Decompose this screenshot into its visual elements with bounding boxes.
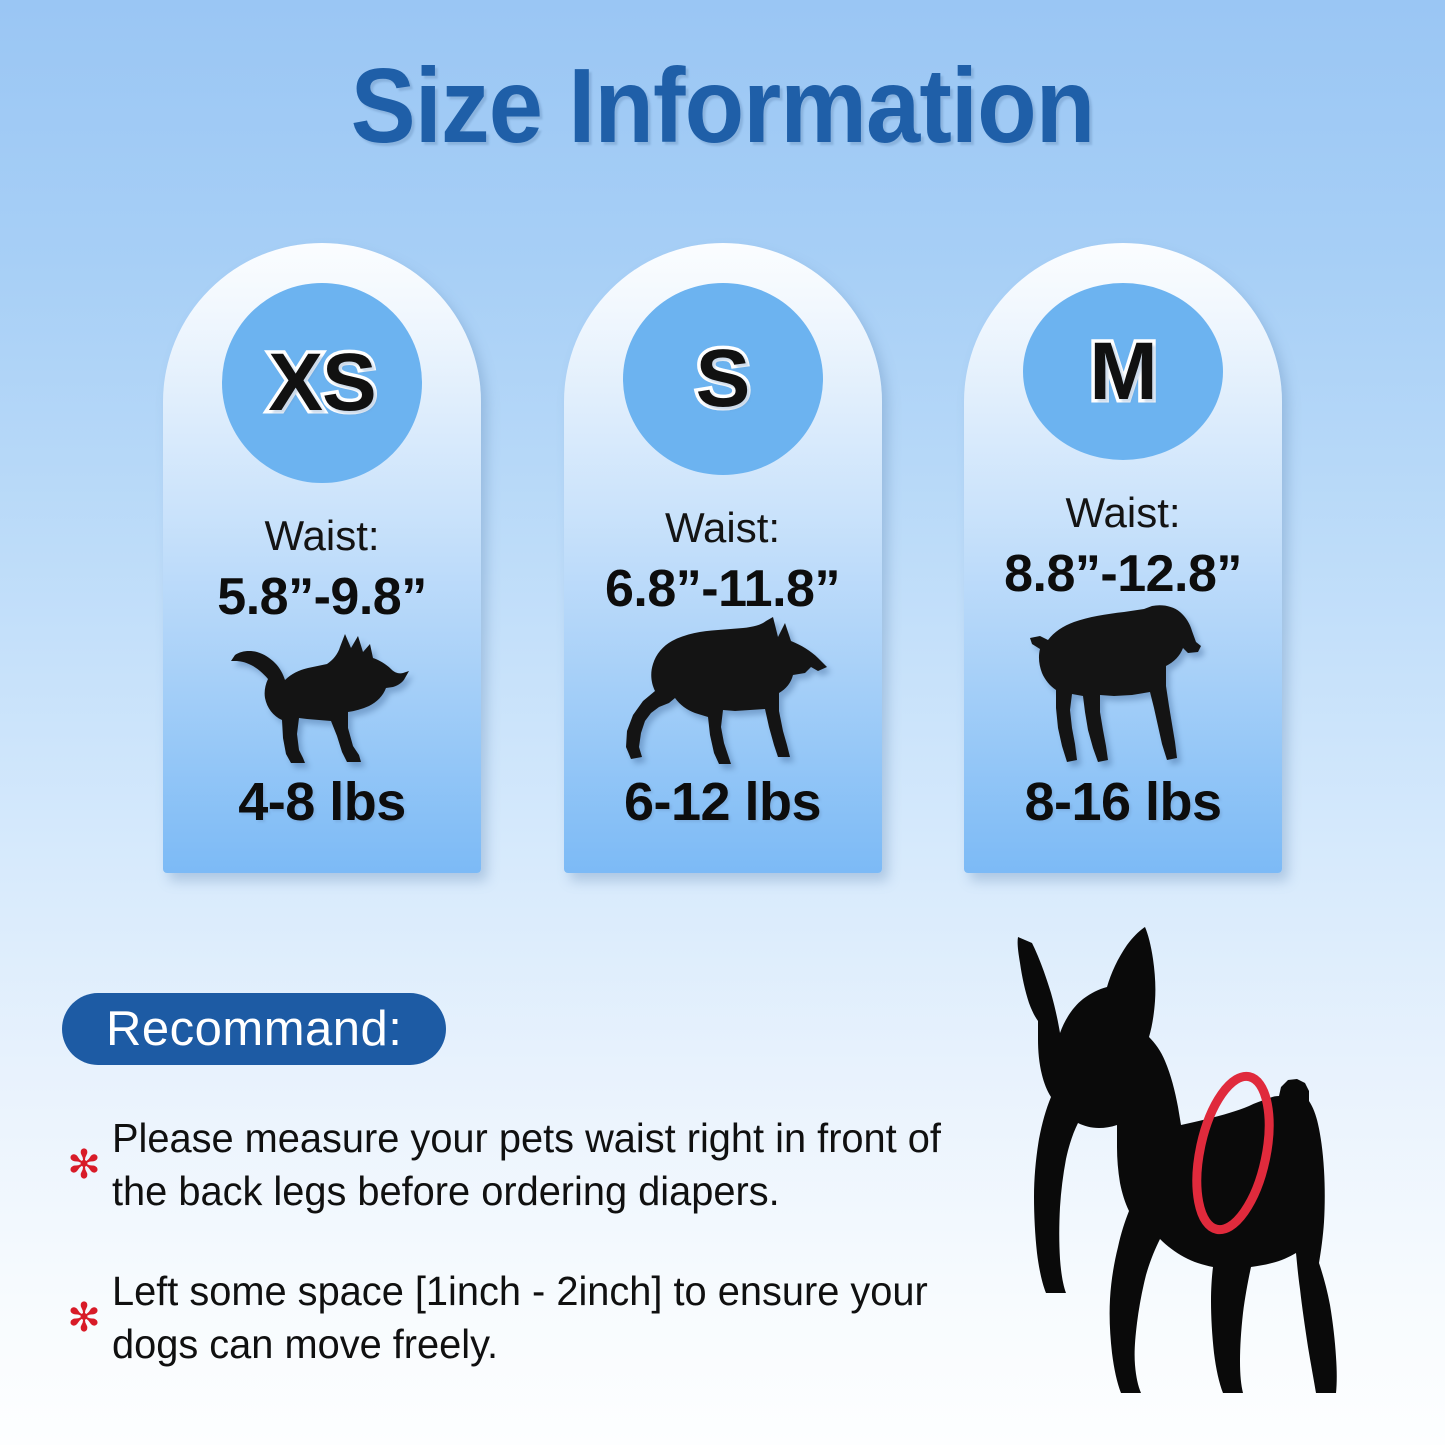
size-badge-circle-s: S <box>622 283 823 475</box>
note-text: Left some space [1inch - 2inch] to ensur… <box>112 1267 928 1367</box>
size-card-m[interactable]: M Waist: 8.8”-12.8” 8-16 lbs <box>964 243 1282 873</box>
chihuahua-measuring-silhouette-icon <box>975 925 1375 1425</box>
list-item: ✻ Please measure your pets waist right i… <box>62 1112 1022 1219</box>
waist-measure-ring-icon <box>1192 1071 1274 1235</box>
recommand-badge: Recommand: <box>62 993 447 1065</box>
size-card-s[interactable]: S Waist: 6.8”-11.8” 6-12 lbs <box>563 243 882 873</box>
weight-value: 4-8 lbs <box>238 772 406 832</box>
size-badge-circle-xs: XS <box>222 283 422 483</box>
page-title: Size Information <box>350 47 1096 165</box>
waist-label: Waist: <box>1065 489 1181 536</box>
waist-label: Waist: <box>264 512 380 559</box>
list-item: ✻ Left some space [1inch - 2inch] to ens… <box>62 1265 1022 1372</box>
recommand-badge-label: Recommand: <box>106 1001 403 1056</box>
waist-value: 8.8”-12.8” <box>1004 545 1242 603</box>
size-code-label: S <box>692 333 754 424</box>
recommand-notes-list: ✻ Please measure your pets waist right i… <box>62 1112 1022 1417</box>
flower-bullet-icon: ✻ <box>67 1143 101 1188</box>
chihuahua-silhouette-icon <box>163 623 481 775</box>
shepherd-silhouette-icon <box>564 615 882 775</box>
note-text: Please measure your pets waist right in … <box>112 1115 941 1215</box>
waist-label: Waist: <box>664 504 781 551</box>
waist-value: 6.8”-11.8” <box>605 560 840 618</box>
size-cards-row: XS Waist: 5.8”-9.8” 4-8 lbs S Waist: 6.8… <box>163 243 1282 873</box>
flower-bullet-icon: ✻ <box>67 1295 101 1340</box>
size-card-xs[interactable]: XS Waist: 5.8”-9.8” 4-8 lbs <box>163 243 481 873</box>
hound-silhouette-icon <box>964 600 1282 775</box>
size-code-label: M <box>1086 325 1161 417</box>
size-code-label: XS <box>265 337 380 428</box>
size-badge-circle-m: M <box>1023 283 1223 460</box>
weight-value: 8-16 lbs <box>1024 772 1222 832</box>
weight-value: 6-12 lbs <box>623 772 822 832</box>
waist-value: 5.8”-9.8” <box>217 568 427 626</box>
